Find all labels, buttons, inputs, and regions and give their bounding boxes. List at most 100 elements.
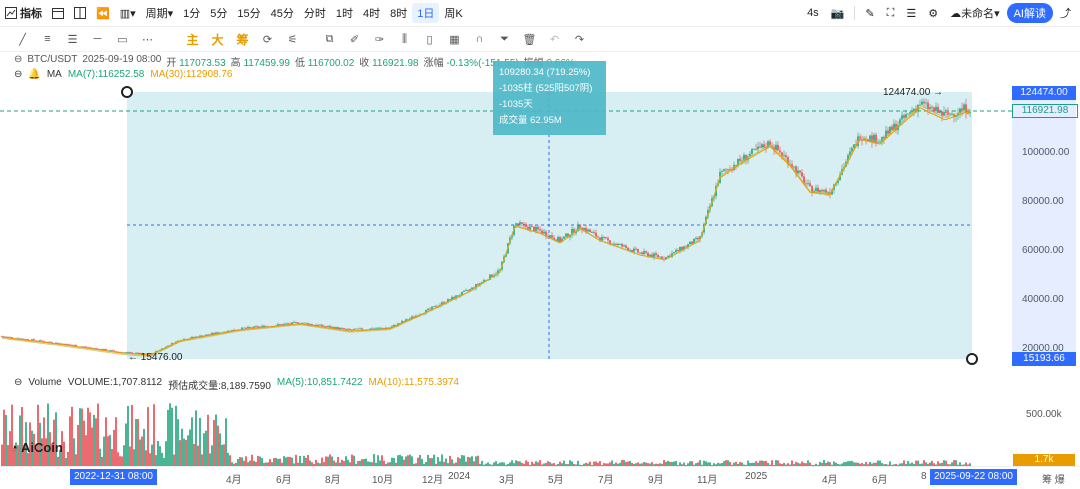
settings-icon[interactable]: ⚙ (928, 7, 939, 20)
fib-icon[interactable]: ☰ (67, 33, 78, 46)
candle-body (543, 231, 545, 234)
undo-icon[interactable]: ↶ (549, 33, 560, 46)
calendar-tool-icon[interactable]: ▦ (449, 33, 460, 46)
fullscreen-icon[interactable]: ⛶ (886, 6, 895, 19)
measure-end-handle[interactable] (966, 353, 978, 365)
magnet-icon[interactable]: ∩ (475, 33, 484, 45)
volume-chart[interactable] (0, 390, 1012, 466)
indicators-button[interactable]: 指标 (0, 0, 47, 26)
tf-8h[interactable]: 8时 (390, 8, 408, 20)
volume-bar (523, 463, 525, 466)
share-icon[interactable]: ⤴ (1060, 8, 1071, 20)
candle-body (455, 295, 457, 299)
volume-bar (811, 464, 813, 466)
candle-body (41, 340, 43, 342)
bell-icon[interactable]: 🔔 (28, 69, 41, 80)
collapse-icon[interactable]: ⊖ (14, 69, 23, 80)
chart-type-button[interactable]: ▥▾ (115, 0, 141, 26)
tf-1m[interactable]: 1分 (183, 8, 201, 20)
volume-bar (759, 460, 761, 466)
volume-bar (903, 460, 905, 466)
chevron-down-icon: ▾ (994, 7, 1000, 20)
horizontal-line-icon[interactable]: ─ (93, 33, 102, 45)
volume-bar (893, 464, 895, 466)
volume-bar (471, 456, 473, 466)
big-tool[interactable]: 大 (211, 32, 224, 47)
copy-icon[interactable]: ⧉ (325, 32, 334, 45)
volume-bar (965, 462, 967, 466)
collapse-icon[interactable]: ⊖ (14, 377, 23, 388)
tf-45m[interactable]: 45分 (270, 8, 294, 20)
speed-label[interactable]: 4s (807, 7, 819, 19)
layout-button[interactable] (69, 0, 91, 26)
calendar-button[interactable] (47, 0, 69, 26)
tf-4h[interactable]: 4时 (363, 8, 381, 20)
candle-icon[interactable]: ⫼ (401, 32, 408, 45)
date-tick: 4月 (822, 475, 838, 486)
rewind-button[interactable]: ⏪ (91, 0, 115, 26)
tf-5m[interactable]: 5分 (210, 8, 228, 20)
candle-body (261, 325, 263, 327)
candle-body (693, 239, 695, 244)
refresh-icon[interactable]: ⟳ (262, 33, 273, 46)
price-chart[interactable]: 124474.00 → ← 15476.00 (0, 84, 1012, 376)
period-dropdown[interactable]: 周期 ▾ (141, 0, 179, 26)
volume-bar (161, 452, 163, 466)
volume-bar (519, 461, 521, 466)
candle-body (263, 325, 265, 328)
volume-bar (907, 461, 909, 466)
volume-bar (47, 403, 49, 466)
candle-body (929, 107, 931, 109)
candle-body (457, 295, 459, 297)
chip-tool[interactable]: 筹 (236, 32, 249, 47)
volume-bar (383, 460, 385, 466)
volume-bar (205, 430, 207, 466)
volume-bar (99, 448, 101, 466)
rewind-icon: ⏪ (96, 7, 110, 20)
tf-15m[interactable]: 15分 (237, 8, 261, 20)
note-icon[interactable]: ▯ (426, 33, 433, 46)
main-tool[interactable]: 主 (186, 32, 199, 47)
tf-timeshare[interactable]: 分时 (303, 8, 326, 20)
volume-bar (23, 445, 25, 466)
tf-1h[interactable]: 1时 (335, 8, 354, 20)
volume-bar (295, 454, 297, 466)
volume-bar (947, 464, 949, 466)
candle-body (281, 324, 283, 326)
trash-icon[interactable]: 🗑 (522, 33, 537, 46)
cloud-save-dropdown[interactable]: ☁ 未命名 ▾ (945, 0, 1005, 26)
redo-icon[interactable]: ↷ (574, 33, 585, 46)
edit-icon[interactable]: ✎ (865, 7, 875, 20)
candle-body (621, 243, 623, 247)
volume-bar (613, 463, 615, 466)
volume-bar (545, 462, 547, 466)
volume-bar (457, 457, 459, 466)
date-axis[interactable]: 2022-12-31 08:00 4月 6月 8月 10月 12月 2024 3… (0, 466, 1080, 489)
volume-bar (501, 462, 503, 466)
volume-bar (875, 462, 877, 466)
brush-icon[interactable]: ✑ (374, 33, 385, 46)
wand-icon[interactable]: ⚟ (287, 33, 298, 46)
candle-body (599, 237, 601, 241)
price-tick: 40000.00 (1022, 294, 1064, 305)
list-icon[interactable]: ☰ (906, 7, 917, 20)
tf-weekly[interactable]: 周K (444, 8, 463, 20)
measure-start-handle[interactable] (121, 86, 133, 98)
more-icon[interactable]: ⋯ (142, 33, 153, 46)
candle-body (311, 324, 313, 325)
tf-1d[interactable]: 1日 (412, 3, 440, 23)
collapse-icon[interactable]: ⊖ (14, 54, 23, 65)
candle-body (727, 169, 729, 170)
candle-body (653, 253, 655, 257)
price-axis[interactable]: 124474.00 116921.98 100000.00 80000.00 6… (1012, 84, 1080, 374)
rectangle-icon[interactable]: ▭ (117, 33, 128, 46)
parallel-lines-icon[interactable]: ≡ (44, 33, 51, 45)
ai-analysis-button[interactable]: AI解读 (1006, 3, 1053, 23)
volume-bar (165, 441, 167, 466)
filter-icon[interactable]: ⏷ (500, 32, 509, 45)
camera-icon[interactable]: 📷 (830, 7, 845, 20)
volume-bar (789, 464, 791, 466)
ruler-icon[interactable]: ✐ (349, 33, 360, 46)
trend-line-icon[interactable]: ╱ (19, 33, 26, 46)
volume-bar (349, 462, 351, 466)
